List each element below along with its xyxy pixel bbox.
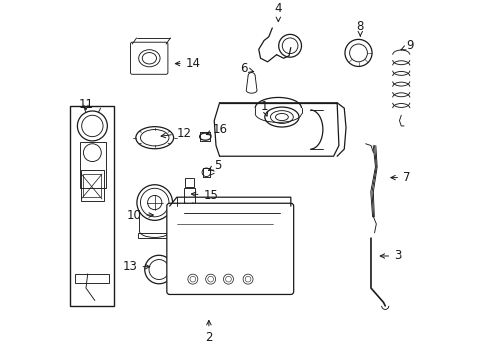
Text: 15: 15 bbox=[191, 189, 218, 202]
Text: 10: 10 bbox=[126, 208, 153, 221]
Text: 9: 9 bbox=[400, 39, 413, 52]
Text: 13: 13 bbox=[122, 260, 149, 273]
Text: 12: 12 bbox=[161, 127, 191, 140]
Text: 5: 5 bbox=[208, 159, 221, 172]
Text: 2: 2 bbox=[204, 320, 212, 345]
Text: 14: 14 bbox=[175, 57, 200, 70]
Bar bbox=[183, 188, 195, 203]
Bar bbox=[75, 274, 109, 283]
Text: 4: 4 bbox=[274, 2, 282, 22]
Text: 7: 7 bbox=[390, 171, 410, 184]
Text: 6: 6 bbox=[240, 62, 253, 76]
Text: 8: 8 bbox=[356, 20, 363, 36]
Bar bbox=[70, 106, 114, 306]
Text: 1: 1 bbox=[260, 100, 267, 116]
Bar bbox=[80, 142, 105, 188]
Text: 11: 11 bbox=[78, 98, 93, 111]
Text: 3: 3 bbox=[379, 249, 401, 262]
FancyBboxPatch shape bbox=[166, 203, 293, 294]
Bar bbox=[81, 171, 104, 201]
Bar bbox=[184, 177, 194, 186]
Bar bbox=[83, 174, 101, 197]
Bar bbox=[137, 233, 171, 238]
Text: 16: 16 bbox=[206, 123, 227, 136]
